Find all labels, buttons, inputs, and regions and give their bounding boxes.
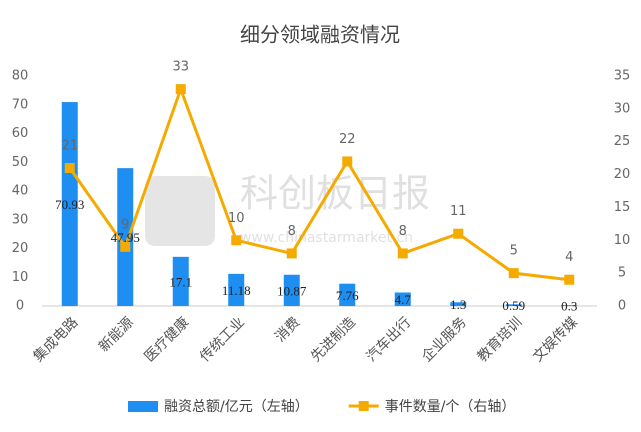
y-tick-label: 40	[12, 184, 29, 199]
watermark-text: 科创板日报	[240, 172, 430, 216]
y-tick-label: 0	[16, 299, 24, 314]
bar-value-label: 10.87	[277, 283, 307, 298]
bar-value-label: 11.18	[222, 283, 251, 298]
watermark-url: www.chinastarmarket.cn	[240, 230, 413, 246]
line-value-label: 33	[172, 60, 189, 75]
y2-tick-label: 20	[614, 167, 631, 182]
bar	[339, 283, 356, 306]
bar-value-label: 4.7	[395, 292, 412, 307]
line-value-label: 11	[450, 204, 467, 219]
line	[68, 84, 570, 282]
line-value-label: 10	[228, 211, 245, 226]
line-value-label: 4	[565, 250, 573, 265]
line-marker	[397, 248, 408, 259]
line-value-label: 5	[510, 244, 518, 259]
bar-value-label: 47.95	[111, 230, 140, 245]
bar	[172, 256, 189, 306]
bar	[117, 168, 134, 306]
line-value-label: 22	[339, 132, 356, 147]
line-marker	[64, 163, 75, 173]
bar	[228, 273, 245, 306]
line-marker	[342, 156, 353, 167]
y2-tick-label: 25	[614, 134, 631, 149]
line-marker	[231, 235, 242, 246]
y-tick-label: 60	[12, 126, 29, 141]
line-marker	[508, 268, 519, 279]
y2-tick-label: 10	[614, 233, 631, 248]
legend-swatch	[128, 401, 158, 412]
y2-tick-label: 0	[618, 299, 626, 314]
bar	[61, 102, 78, 306]
line-marker	[453, 228, 464, 239]
bar	[450, 302, 467, 306]
legend-swatch	[358, 401, 369, 411]
y-tick-label: 80	[12, 69, 29, 84]
bar-value-label: 0.3	[561, 299, 577, 314]
y2-tick-label: 35	[614, 69, 631, 84]
watermark-logo	[145, 176, 215, 246]
line-marker	[175, 84, 186, 95]
line-marker	[564, 274, 575, 285]
line-value-label: 8	[399, 224, 407, 239]
line-marker	[120, 241, 131, 252]
bar-value-label: 0.59	[502, 298, 525, 313]
y-tick-label: 50	[12, 155, 29, 170]
line-value-label: 8	[288, 224, 296, 239]
y2-tick-label: 30	[614, 101, 631, 116]
y-tick-label: 30	[12, 212, 29, 227]
watermark: 科创板日报 www.chinastarmarket.cn	[145, 172, 430, 246]
y-tick-label: 70	[12, 97, 29, 112]
y2-tick-label: 5	[618, 266, 626, 281]
line-value-label: 9	[121, 217, 129, 232]
y-tick-label: 20	[12, 241, 29, 256]
bar-value-label: 17.1	[169, 274, 192, 289]
bar	[283, 274, 300, 306]
legend-label: 事件数量/个（右轴）	[385, 399, 516, 415]
y-tick-label: 10	[12, 270, 29, 285]
bar-value-label: 7.76	[336, 288, 359, 303]
bar	[394, 292, 411, 306]
line-value-label: 21	[61, 139, 78, 154]
legend-label: 融资总额/亿元（左轴）	[164, 399, 309, 415]
y2-tick-label: 15	[614, 200, 631, 215]
chart-title: 细分领域融资情况	[240, 23, 400, 47]
bar	[561, 305, 578, 306]
bar-value-label: 70.93	[55, 197, 84, 212]
line-marker	[286, 248, 297, 259]
bar	[505, 304, 522, 306]
bar-value-label: 1.3	[450, 297, 466, 312]
